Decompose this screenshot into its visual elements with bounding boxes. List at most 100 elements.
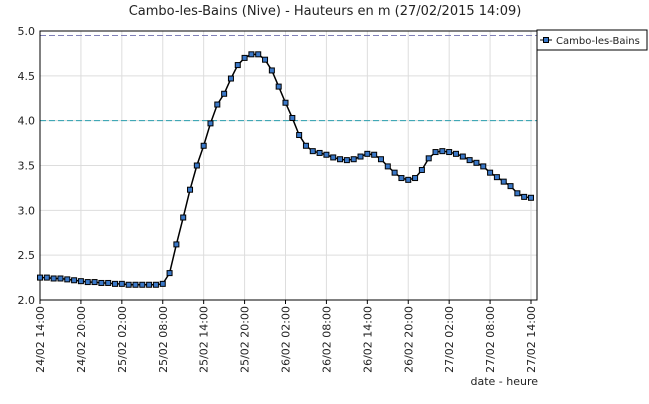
x-tick-label: 26/02 14:00 [361, 306, 374, 373]
x-tick-label: 25/02 08:00 [157, 306, 170, 373]
data-point [255, 51, 262, 58]
data-point [71, 277, 78, 284]
x-tick-label: 26/02 08:00 [320, 306, 333, 373]
legend-label: Cambo-les-Bains [556, 36, 640, 47]
data-point [480, 163, 487, 170]
data-point [166, 270, 173, 277]
data-point [152, 281, 159, 288]
data-point [432, 149, 439, 156]
x-tick-label: 24/02 14:00 [34, 306, 47, 373]
data-point [500, 178, 507, 185]
data-point [309, 148, 316, 155]
data-point [132, 281, 139, 288]
data-point [412, 175, 419, 182]
data-point [173, 241, 180, 248]
data-point [221, 90, 228, 97]
data-point [37, 274, 43, 281]
y-tick-label: 4.0 [18, 115, 36, 128]
data-point [77, 278, 84, 285]
x-tick-label: 25/02 20:00 [239, 306, 252, 373]
data-point [405, 176, 412, 183]
data-point [493, 174, 500, 181]
data-point [282, 99, 289, 106]
data-point [187, 186, 194, 193]
legend-box [536, 29, 648, 51]
y-tick-label: 5.0 [18, 25, 36, 38]
data-point [521, 193, 528, 200]
x-tick-label: 24/02 20:00 [75, 306, 88, 373]
data-point [275, 83, 282, 90]
data-point [207, 120, 214, 127]
data-point [268, 67, 275, 74]
data-point [384, 163, 391, 170]
data-point [459, 153, 466, 160]
data-point [227, 75, 234, 82]
data-point [391, 169, 398, 176]
x-tick-label: 26/02 20:00 [402, 306, 415, 373]
data-point [112, 280, 119, 287]
data-point [180, 214, 187, 221]
data-point [343, 157, 350, 164]
data-point [139, 281, 146, 288]
y-tick-label: 2.5 [18, 249, 36, 262]
data-point [487, 169, 494, 176]
data-point [514, 190, 521, 197]
data-point [439, 148, 446, 155]
data-point [371, 151, 378, 158]
data-point [193, 162, 200, 169]
data-point [98, 279, 105, 286]
y-tick-label: 4.5 [18, 70, 36, 83]
data-point [296, 132, 303, 139]
data-point [43, 274, 50, 281]
data-point [418, 166, 425, 173]
data-point [200, 142, 207, 149]
data-point [289, 114, 296, 121]
data-point [398, 175, 405, 182]
data-point [364, 150, 371, 157]
data-point [50, 275, 57, 282]
data-point [146, 281, 153, 288]
data-point [473, 159, 480, 166]
data-point [357, 153, 364, 160]
data-point [214, 101, 221, 108]
data-point [159, 280, 166, 287]
data-point [323, 151, 330, 158]
data-point [91, 279, 98, 286]
data-point [528, 194, 534, 201]
x-tick-label: 27/02 08:00 [484, 306, 497, 373]
data-point [316, 149, 323, 156]
data-point [84, 279, 91, 286]
y-tick-label: 2.0 [18, 294, 36, 307]
legend-marker [543, 37, 549, 43]
data-point [105, 279, 112, 286]
x-tick-label: 27/02 02:00 [443, 306, 456, 373]
data-point [425, 155, 432, 162]
data-point [377, 156, 384, 163]
data-point [330, 154, 337, 161]
data-point [337, 156, 344, 163]
x-tick-label: 27/02 14:00 [525, 306, 538, 373]
data-point [452, 150, 459, 157]
data-point [262, 56, 269, 63]
x-tick-label: 25/02 02:00 [116, 306, 129, 373]
plot-frame [39, 30, 538, 301]
data-point [507, 183, 514, 190]
data-point [234, 62, 241, 69]
data-point [125, 281, 132, 288]
legend: Cambo-les-Bains [536, 29, 648, 51]
data-point [118, 280, 125, 287]
x-tick-label: 25/02 14:00 [198, 306, 211, 373]
data-point [350, 156, 357, 163]
data-point [64, 276, 71, 283]
chart-title: Cambo-les-Bains (Nive) - Hauteurs en m (… [129, 4, 522, 19]
y-tick-label: 3.0 [18, 204, 36, 217]
data-point [57, 275, 64, 282]
data-point [248, 51, 255, 58]
x-tick-label: 26/02 02:00 [280, 306, 293, 373]
data-point [302, 142, 309, 149]
y-tick-label: 3.5 [18, 160, 36, 173]
data-point [466, 157, 473, 164]
data-point [241, 54, 248, 61]
data-point [446, 149, 453, 156]
